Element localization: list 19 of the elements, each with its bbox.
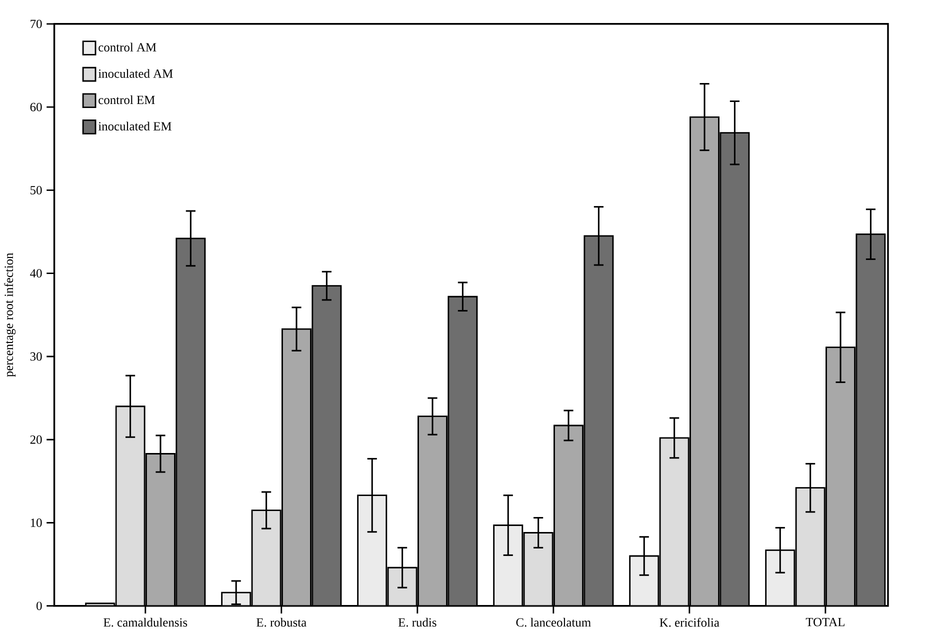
y-tick-label: 70 bbox=[30, 19, 42, 28]
x-tick-label: C. lanceolatum bbox=[516, 618, 591, 626]
y-tick-label: 60 bbox=[30, 102, 42, 112]
legend-label: control EM bbox=[98, 95, 155, 104]
x-tick-label: TOTAL bbox=[806, 618, 844, 626]
y-tick-label: 20 bbox=[30, 435, 42, 444]
y-tick-label: 30 bbox=[30, 352, 42, 360]
y-tick-label: 50 bbox=[30, 186, 42, 194]
x-tick-label: E. robusta bbox=[256, 618, 306, 626]
legend-label: inoculated AM bbox=[98, 68, 173, 78]
x-tick-label: E. rudis bbox=[398, 618, 436, 626]
y-tick-label: 40 bbox=[30, 268, 42, 278]
x-tick-label: K. ericifolia bbox=[660, 618, 720, 627]
legend-label: inoculated EM bbox=[98, 121, 172, 130]
x-tick-label: E. camaldulensis bbox=[104, 618, 188, 626]
y-tick-label: 0 bbox=[36, 601, 42, 610]
legend-label: control AM bbox=[98, 42, 156, 52]
y-axis-title: percentage root infection bbox=[4, 252, 16, 377]
y-tick-label: 10 bbox=[30, 518, 42, 527]
